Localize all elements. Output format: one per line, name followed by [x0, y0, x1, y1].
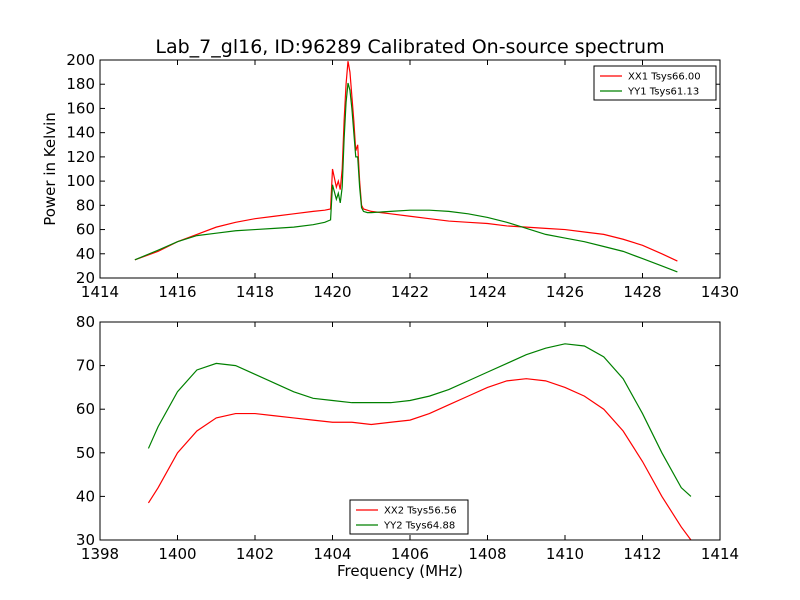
y-tick-label: 70: [76, 357, 95, 375]
y-tick-label: 40: [76, 487, 95, 505]
x-tick-label: 1404: [313, 545, 351, 563]
x-tick-label: 1414: [701, 545, 739, 563]
y-tick-label: 200: [66, 51, 95, 69]
x-tick-label: 1412: [623, 545, 661, 563]
x-tick-label: 1430: [701, 283, 739, 301]
y-axis-title: Power in Kelvin: [41, 112, 59, 226]
x-tick-label: 1420: [313, 283, 351, 301]
x-tick-label: 1400: [158, 545, 196, 563]
y-tick-label: 140: [66, 124, 95, 142]
legend-entry-label: YY2 Tsys64.88: [383, 521, 455, 532]
legend: XX1 Tsys66.00 YY1 Tsys61.13: [593, 65, 717, 101]
x-tick-label: 1418: [236, 283, 274, 301]
y-tick-label: 100: [66, 172, 95, 190]
legend-entry-label: XX2 Tsys56.56: [384, 506, 457, 517]
y-tick-label: 50: [76, 444, 95, 462]
legend-box: [349, 499, 469, 535]
x-tick-label: 1426: [546, 283, 584, 301]
x-tick-label: 1424: [468, 283, 506, 301]
y-tick-label: 20: [76, 269, 95, 287]
x-tick-label: 1406: [391, 545, 429, 563]
x-tick-label: 1408: [468, 545, 506, 563]
y-tick-label: 60: [76, 400, 95, 418]
bottom-spectrum-chart: 1398 1400 1402 1404 1406 1408 1410 1412 1414 30 40…: [76, 313, 739, 580]
y-tick-label: 60: [76, 221, 95, 239]
x-axis-title: Frequency (MHz): [337, 562, 463, 580]
x-tick-label: 1422: [391, 283, 429, 301]
y-tick-label: 30: [76, 531, 95, 549]
y-tick-label: 180: [66, 75, 95, 93]
y-tick-label: 160: [66, 99, 95, 117]
x-tick-label: 1398: [81, 545, 119, 563]
series-line-xx: [134, 61, 678, 262]
y-tick-label: 80: [76, 313, 95, 331]
y-tick-label: 120: [66, 148, 95, 166]
y-tick-label: 80: [76, 196, 95, 214]
legend-entry-label: YY1 Tsys61.13: [627, 87, 699, 98]
x-tick-label: 1410: [546, 545, 584, 563]
top-spectrum-chart: 1414 1416 1418 1420 1422 1424 1426 1428 1430 20 40…: [41, 51, 739, 301]
x-tick-label: 1416: [158, 283, 196, 301]
x-tick-label: 1402: [236, 545, 274, 563]
x-tick-label: 1428: [623, 283, 661, 301]
y-tick-label: 40: [76, 245, 95, 263]
series-line-yy: [147, 343, 692, 497]
legend-box: [593, 65, 717, 101]
legend-entry-label: XX1 Tsys66.00: [628, 72, 701, 83]
series-line-yy: [134, 82, 678, 273]
x-tick-label: 1414: [81, 283, 119, 301]
legend: XX2 Tsys56.56 YY2 Tsys64.88: [349, 499, 469, 535]
figure-title: Lab_7_gl16, ID:96289 Calibrated On-sourc…: [155, 36, 664, 58]
series-line-xx: [147, 378, 692, 541]
